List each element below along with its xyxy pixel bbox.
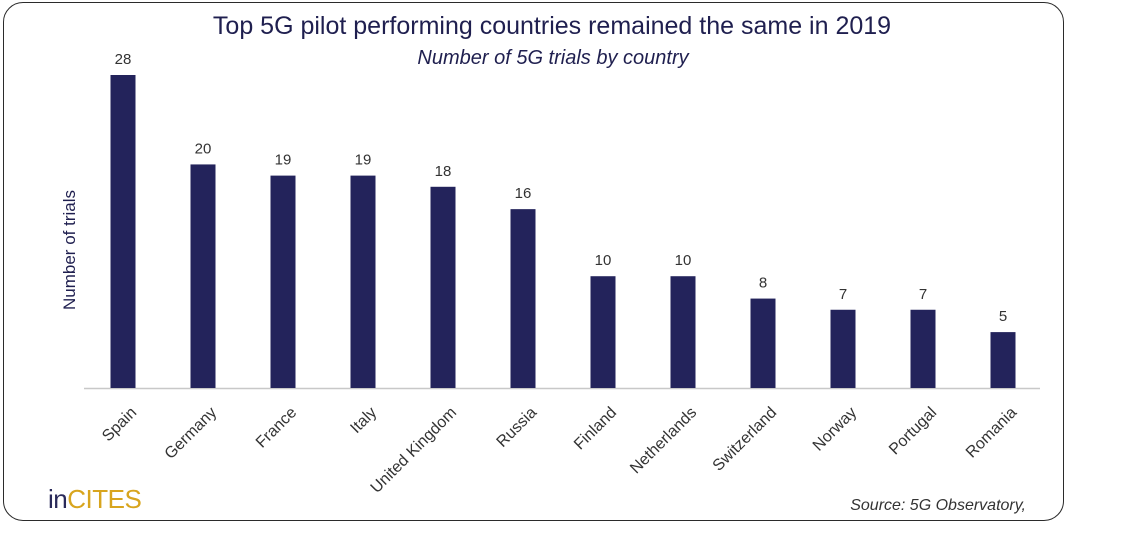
x-tick-label: Romania [963,404,1020,461]
data-label: 28 [115,51,132,68]
data-label: 7 [919,286,927,303]
bar-portugal [910,309,936,388]
source-note: Source: 5G Observatory, [850,497,1026,514]
logo-part-cites: CITES [67,484,142,514]
x-tick-label: Finland [571,404,620,453]
x-tick-label: Russia [494,404,541,451]
bar-switzerland [750,298,776,388]
bar-spain [110,75,136,388]
x-tick-label: Netherlands [627,404,700,477]
data-label: 10 [675,252,692,269]
bar-united-kingdom [430,186,456,388]
x-tick-label: Norway [810,404,860,454]
data-label: 5 [999,308,1007,325]
data-label: 19 [355,152,372,169]
bar-romania [990,332,1016,388]
bar-germany [190,164,216,388]
data-label: 19 [275,152,292,169]
x-tick-label: Portugal [886,404,940,458]
data-label: 10 [595,252,612,269]
bar-france [270,175,296,388]
bar-netherlands [670,276,696,388]
x-tick-label: France [253,404,300,451]
bar-russia [510,209,536,388]
x-tick-label: Switzerland [710,404,781,475]
data-label: 16 [515,185,532,202]
bar-finland [590,276,616,388]
data-label: 18 [435,163,452,180]
chart-title: Top 5G pilot performing countries remain… [212,12,892,40]
incites-logo: inCITES [48,484,142,515]
data-label: 8 [759,275,767,292]
x-tick-label: Germany [162,404,221,463]
chart-subtitle: Number of 5G trials by country [417,47,689,69]
data-label: 20 [195,140,212,157]
x-tick-label: Italy [347,404,380,437]
logo-part-in: in [48,484,68,514]
x-tick-label: United Kingdom [368,404,461,497]
bar-norway [830,309,856,388]
data-label: 7 [839,286,847,303]
x-tick-label: Spain [99,404,140,445]
bar-italy [350,175,376,388]
